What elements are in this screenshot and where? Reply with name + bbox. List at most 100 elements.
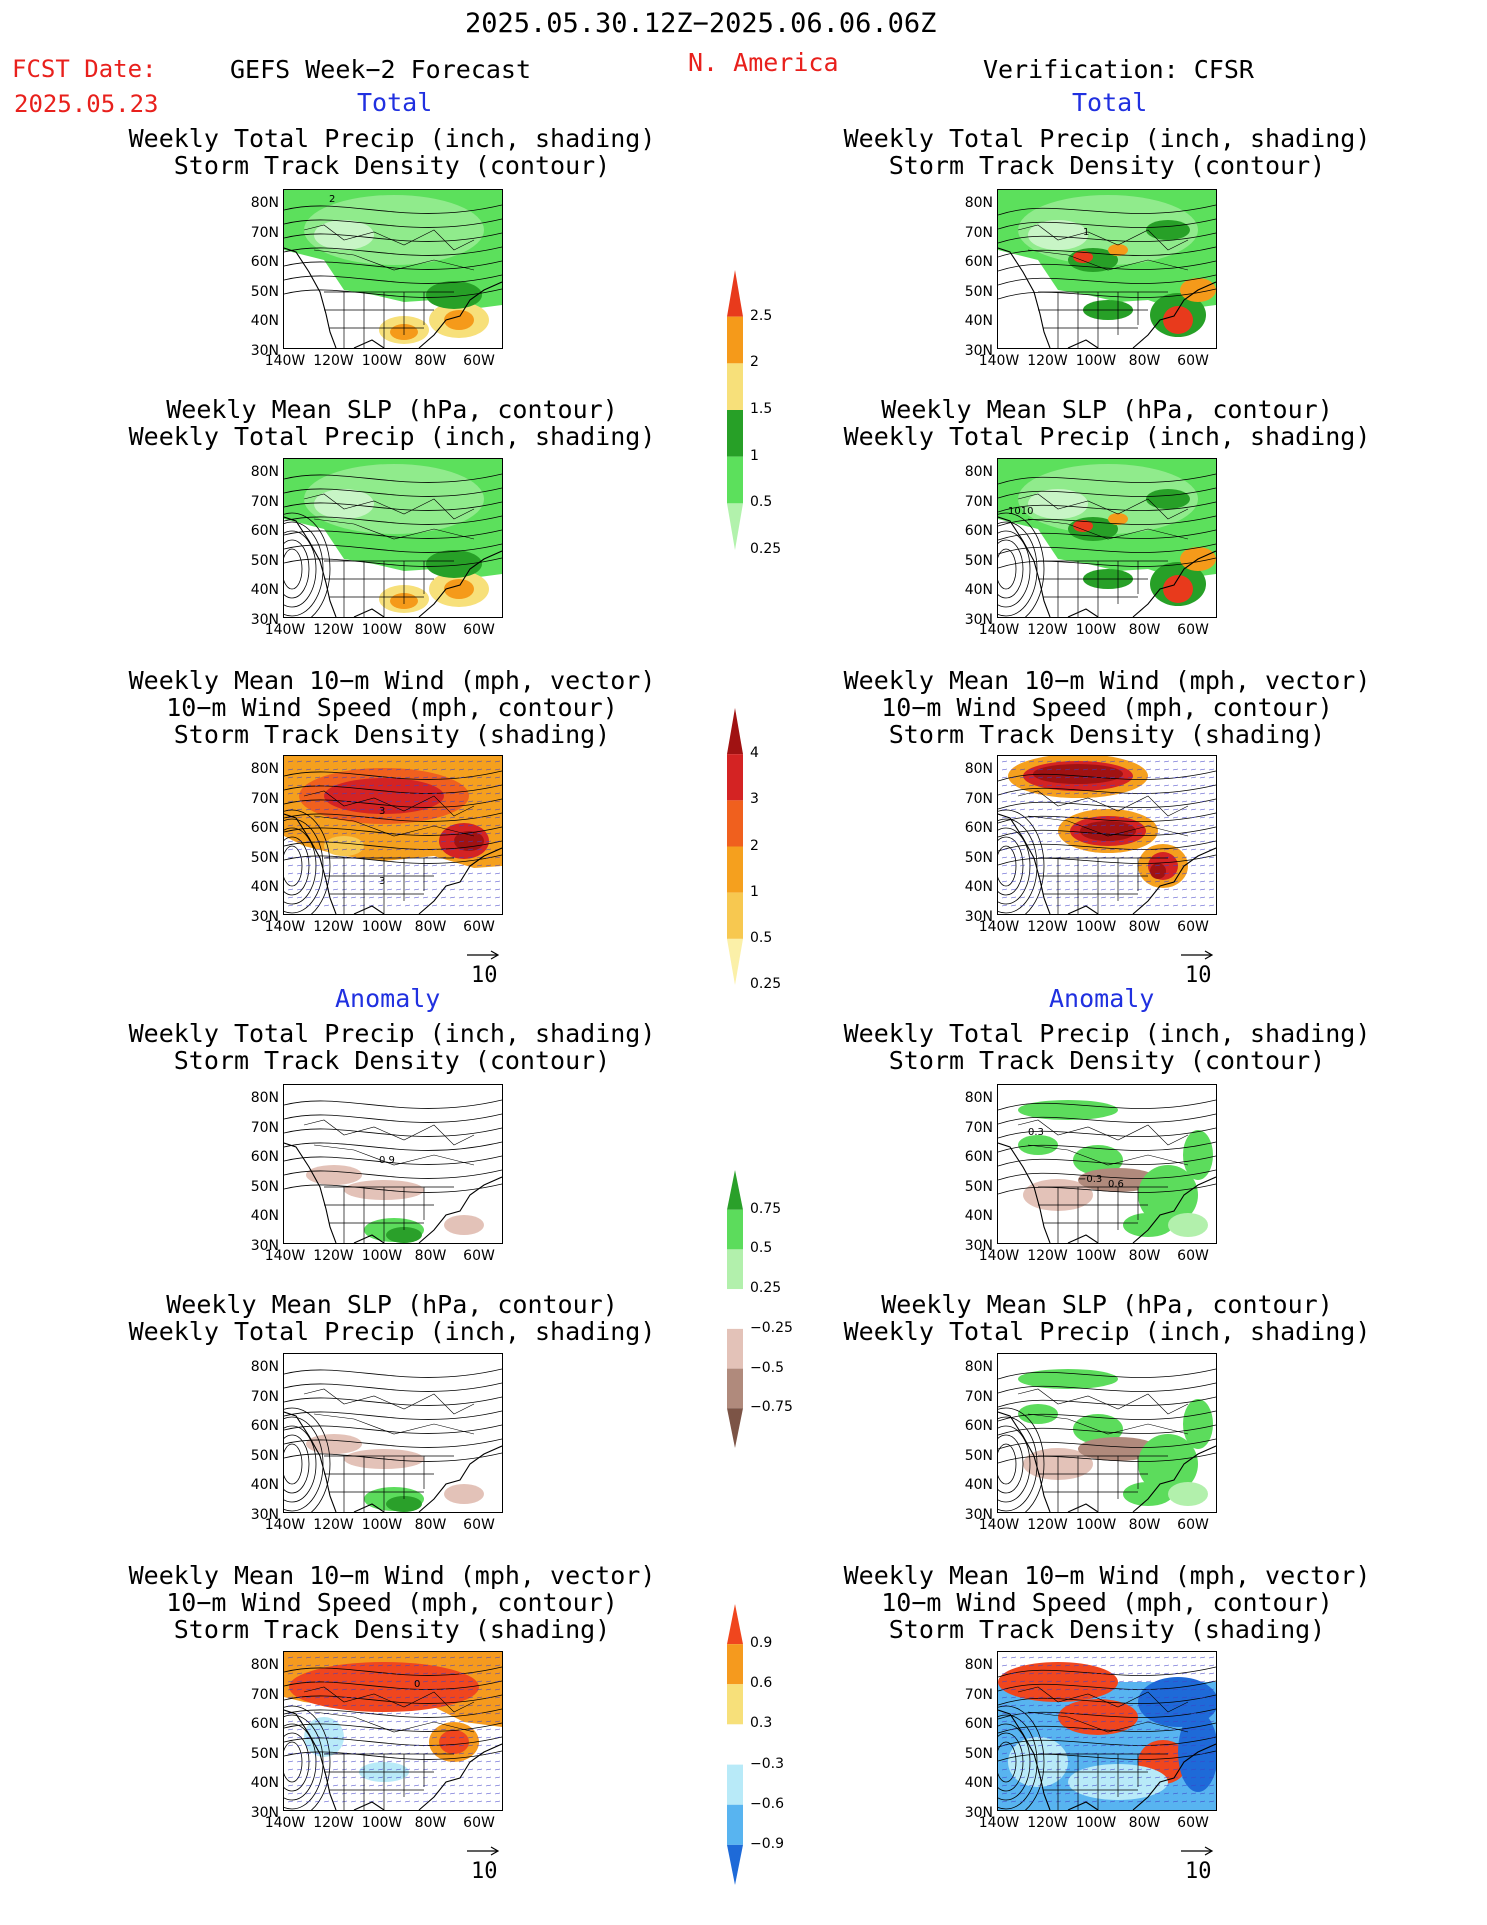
colorbar-swatch [727,1289,743,1329]
vector-ref-label: 10 [1185,1859,1212,1884]
vector-arrow-icon [467,1846,500,1856]
colorbar-swatch [727,270,743,317]
lon-tick-label: 60W [463,1248,495,1264]
panel-title-precip_track: Weekly Total Precip (inch, shading) Stor… [843,1019,1371,1075]
lat-tick-label: 30N [250,1237,279,1254]
lon-tick-label: 60W [1177,622,1209,638]
colorbar-swatch [727,1724,743,1765]
lon-tick-label: 140W [264,353,306,369]
section-total-right: Total [1072,88,1148,117]
lat-tick-label: 30N [964,1804,993,1821]
colorbar-swatch [727,892,743,939]
colorbar-swatch [727,938,743,985]
vector-reference: 10 [1181,1837,1215,1884]
lon-tick-label: 60W [1177,1248,1209,1264]
lon-tick-label: 120W [1027,1815,1068,1831]
vector-ref-label: 10 [471,963,498,988]
lon-tick-label: 120W [313,1517,354,1533]
lat-tick-label: 50N [964,1178,993,1195]
colorbar-tick-label: 0.9 [750,1635,773,1652]
colorbar-tick-label: 1 [750,883,759,900]
lat-tick-label: 50N [250,1178,279,1195]
lat-tick-label: 30N [964,342,993,359]
lat-tick-label: 30N [964,1237,993,1254]
contour-label: 0.6 [1108,1179,1124,1190]
colorbar-tick-label: 1 [750,447,759,464]
map-plot: 1010 [998,459,1216,617]
lon-tick-label: 140W [978,919,1020,935]
lat-tick-label: 40N [964,1208,993,1224]
map-plot [998,1652,1216,1810]
colorbar-swatch [727,456,743,504]
section-total-left: Total [357,88,433,117]
lon-tick-label: 140W [978,1815,1020,1831]
region-label: N. America [688,48,839,77]
lat-tick-label: 60N [250,820,279,836]
map-plot: 0.9 [284,1085,502,1243]
panel-title-precip_track: Weekly Total Precip (inch, shading) Stor… [843,124,1371,180]
panel-title-slp_precip: Weekly Mean SLP (hPa, contour) Weekly To… [128,1290,656,1346]
map-panel-windA-cfsr [997,1651,1217,1811]
lat-tick-label: 70N [250,1686,279,1703]
right-title: Verification: CFSR [983,55,1254,84]
lon-tick-label: 120W [1027,622,1068,638]
lon-tick-label: 80W [414,919,447,935]
map-plot: 0.3 −0.3 0.6 [998,1085,1216,1243]
colorbar-precip_total [727,270,743,550]
lat-tick-label: 40N [250,582,279,598]
colorbar-tick-label: 0.25 [750,976,782,992]
lat-tick-label: 80N [250,195,279,211]
lon-tick-label: 140W [978,1248,1020,1264]
map-panel-precipT-cfsr: 1 [997,189,1217,349]
lon-tick-label: 100W [361,1248,403,1264]
map-plot: 33 [284,756,502,914]
lat-tick-label: 40N [964,582,993,598]
lat-tick-label: 80N [250,464,279,480]
colorbar-tick-label: 2.5 [750,307,773,324]
panel-title-slp_precip: Weekly Mean SLP (hPa, contour) Weekly To… [843,395,1371,451]
lon-tick-label: 60W [463,353,495,369]
panel-title-wind_track: Weekly Mean 10−m Wind (mph, vector) 10−m… [128,666,656,749]
lat-tick-label: 30N [964,908,993,925]
panel-title-precip_track: Weekly Total Precip (inch, shading) Stor… [128,124,656,180]
lat-tick-label: 80N [964,464,993,480]
colorbar-swatch [727,708,743,755]
lat-tick-label: 70N [964,1388,993,1405]
lon-tick-label: 120W [313,1248,354,1264]
lat-tick-label: 60N [250,523,279,539]
colorbar-tick-label: 0.5 [750,494,773,511]
map-plot: 2 [284,190,502,348]
map-panel-precipT-gefs: 2 [283,189,503,349]
lon-tick-label: 60W [1177,1815,1209,1831]
colorbar-swatch [727,754,743,801]
colorbar-tick-label: −0.25 [750,1319,793,1336]
lon-tick-label: 120W [313,353,354,369]
lat-tick-label: 80N [964,761,993,777]
lon-tick-label: 140W [264,919,306,935]
lat-tick-label: 70N [250,493,279,510]
lon-tick-label: 120W [1027,1517,1068,1533]
lon-tick-label: 100W [1075,1517,1117,1533]
lon-tick-label: 80W [414,1517,447,1533]
lon-tick-label: 60W [463,919,495,935]
colorbar-precip_anom [727,1170,743,1448]
lat-tick-label: 60N [964,820,993,836]
lon-tick-label: 140W [978,353,1020,369]
lon-tick-label: 80W [1128,919,1161,935]
colorbar-swatch [727,1328,743,1369]
colorbar-tick-label: 0.6 [750,1675,773,1692]
contour-label: 0.9 [379,1155,395,1166]
vector-reference: 10 [1181,941,1215,987]
colorbar-track_anom [727,1604,743,1885]
lon-tick-label: 100W [1075,1815,1117,1831]
colorbar-swatch [727,846,743,893]
lat-tick-label: 60N [964,1418,993,1434]
map-panel-slpT-gefs [283,458,503,618]
colorbar-tick-label: −0.9 [750,1835,784,1852]
lon-tick-label: 100W [1075,1248,1117,1264]
colorbar-swatch [727,503,743,550]
panel-title-precip_track: Weekly Total Precip (inch, shading) Stor… [128,1019,656,1075]
lat-tick-label: 60N [250,1418,279,1434]
colorbar-tick-label: 0.25 [750,541,782,557]
